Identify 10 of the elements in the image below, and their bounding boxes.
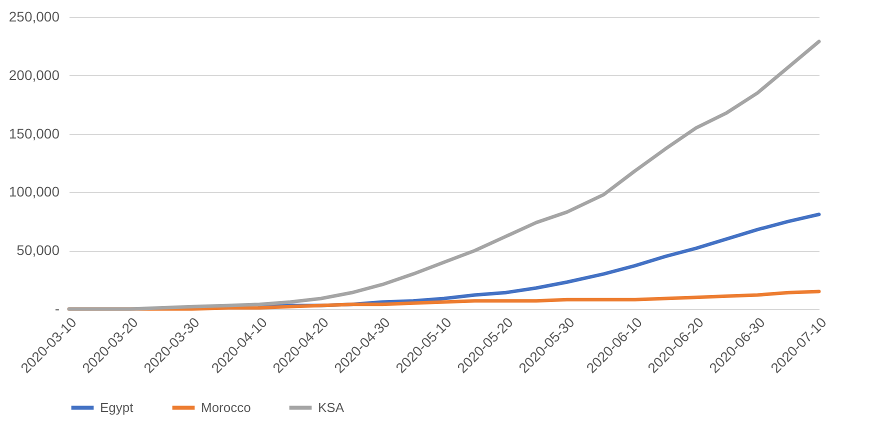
y-tick-label: 150,000 [8, 125, 60, 142]
y-tick-label: 200,000 [8, 66, 60, 83]
legend-label: Morocco [201, 400, 251, 415]
line-series [67, 40, 821, 311]
legend-label: KSA [318, 400, 344, 415]
y-tick-label: - [54, 300, 60, 316]
y-tick-label: 50,000 [16, 242, 60, 258]
y-tick-label: 250,000 [8, 8, 60, 24]
legend-label: Egypt [100, 400, 134, 415]
y-tick-label: 100,000 [8, 184, 60, 200]
